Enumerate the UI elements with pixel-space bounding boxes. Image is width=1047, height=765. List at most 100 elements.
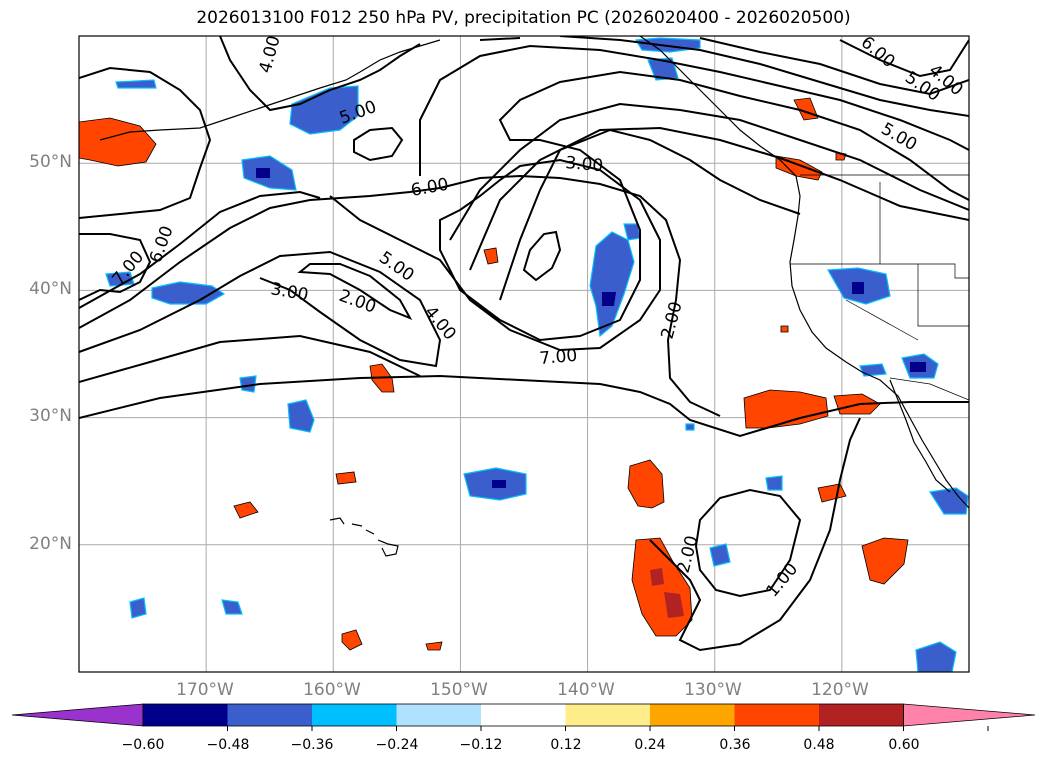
map-area bbox=[79, 36, 969, 672]
pv-contour bbox=[297, 263, 413, 320]
colorbar-segment bbox=[734, 704, 820, 726]
pv-contour bbox=[839, 39, 969, 78]
colorbar-outline bbox=[142, 703, 904, 727]
map-title: 2026013100 F012 250 hPa PV, precipitatio… bbox=[196, 8, 851, 28]
pv-contour bbox=[79, 187, 441, 329]
colorbar-segment bbox=[312, 704, 397, 726]
precip-core bbox=[852, 282, 864, 294]
us-mexico-border bbox=[889, 377, 969, 401]
precip-patch bbox=[647, 57, 679, 81]
lon-label: 130°W bbox=[684, 680, 742, 700]
pv-contour bbox=[79, 334, 421, 383]
pv-contour bbox=[419, 44, 969, 176]
alaska-coast bbox=[359, 39, 441, 73]
state-border bbox=[917, 264, 969, 327]
state-border bbox=[790, 263, 969, 279]
colorbar-segment bbox=[481, 704, 566, 726]
colorbar-tick-label: −0.36 bbox=[290, 737, 334, 753]
precip-patch bbox=[79, 117, 157, 167]
contour-label: 7.00 bbox=[539, 346, 578, 369]
pv-contour bbox=[499, 128, 801, 301]
precip-patch bbox=[765, 475, 783, 491]
precip-patch bbox=[627, 459, 665, 509]
colorbar-tick-label: 0.12 bbox=[550, 737, 582, 753]
contour-label: 3.00 bbox=[565, 153, 604, 176]
pv-contour bbox=[479, 36, 969, 117]
state-border bbox=[845, 299, 919, 341]
precip-deep-cores bbox=[256, 168, 926, 488]
precip-core bbox=[256, 168, 270, 178]
colorbar-tick-label: 0.24 bbox=[634, 737, 666, 753]
precip-strong-cores bbox=[650, 568, 684, 618]
pv-contour bbox=[79, 250, 442, 368]
pv-contour bbox=[449, 102, 969, 241]
lon-label: 170°W bbox=[176, 680, 234, 700]
precip-patch bbox=[483, 247, 499, 265]
precip-patch bbox=[287, 399, 315, 433]
precip-patch bbox=[775, 155, 823, 181]
precip-patch bbox=[129, 597, 147, 619]
pv-contour bbox=[649, 417, 861, 652]
colorbar-tick-label: −0.60 bbox=[121, 737, 165, 753]
pv-contour bbox=[353, 126, 404, 162]
lon-label: 160°W bbox=[303, 680, 361, 700]
precip-patch bbox=[709, 543, 731, 567]
colorbar bbox=[11, 703, 1036, 731]
colorbar-segment bbox=[819, 704, 904, 726]
colorbar-extend-high bbox=[903, 703, 1036, 727]
pv-contour bbox=[79, 190, 321, 309]
lat-label: 20°N bbox=[29, 534, 72, 554]
pv-contour bbox=[79, 374, 969, 438]
precip-patch bbox=[233, 501, 259, 519]
baja-coast bbox=[889, 379, 951, 493]
colorbar-segment bbox=[143, 704, 228, 726]
pv-contour bbox=[79, 233, 152, 301]
precip-patch bbox=[859, 363, 887, 377]
precip-patch bbox=[780, 325, 789, 333]
us-west-coast bbox=[789, 215, 969, 509]
precip-patch bbox=[915, 641, 957, 672]
precip-core bbox=[910, 362, 926, 372]
lon-label: 150°W bbox=[430, 680, 488, 700]
pv-contour bbox=[219, 36, 421, 112]
colorbar-segment bbox=[650, 704, 735, 726]
pv-contour bbox=[699, 37, 969, 96]
precip-core bbox=[492, 480, 506, 488]
colorbar-segment bbox=[396, 704, 482, 726]
pv-contour bbox=[79, 66, 212, 219]
precip-patch bbox=[743, 389, 829, 429]
pv-contour bbox=[329, 70, 969, 352]
pv-contour bbox=[469, 126, 969, 271]
lat-label: 50°N bbox=[29, 152, 72, 172]
precip-patch bbox=[685, 423, 695, 431]
pv-contour bbox=[439, 174, 721, 417]
colorbar-tick-label: 0.48 bbox=[803, 737, 835, 753]
precip-patch bbox=[151, 281, 226, 305]
colorbar-tick-label: 0.60 bbox=[888, 737, 920, 753]
map-frame bbox=[78, 35, 970, 673]
pv-contours bbox=[79, 36, 969, 652]
precip-core bbox=[602, 292, 616, 306]
pv-contour bbox=[522, 230, 562, 282]
lon-label: 140°W bbox=[557, 680, 615, 700]
precip-core bbox=[664, 592, 684, 618]
lat-label: 30°N bbox=[29, 406, 72, 426]
colorbar-tick-label: −0.12 bbox=[459, 737, 503, 753]
colorbar-tick-label: 0.36 bbox=[719, 737, 751, 753]
precip-patch bbox=[861, 537, 909, 585]
precip-patch bbox=[115, 79, 157, 89]
pv-contour bbox=[694, 488, 802, 598]
precip-core bbox=[650, 568, 664, 586]
colorbar-tick-label: −0.48 bbox=[206, 737, 250, 753]
lon-label: 120°W bbox=[811, 680, 869, 700]
hawaii bbox=[329, 517, 399, 557]
precip-patch bbox=[341, 629, 363, 651]
colorbar-segment bbox=[227, 704, 313, 726]
precip-patch bbox=[221, 599, 243, 615]
precip-patch bbox=[335, 471, 357, 485]
aleutian-coast bbox=[99, 71, 361, 141]
colorbar-extend-low bbox=[11, 703, 144, 727]
colorbar-segment bbox=[565, 704, 651, 726]
precip-patch bbox=[589, 231, 635, 338]
